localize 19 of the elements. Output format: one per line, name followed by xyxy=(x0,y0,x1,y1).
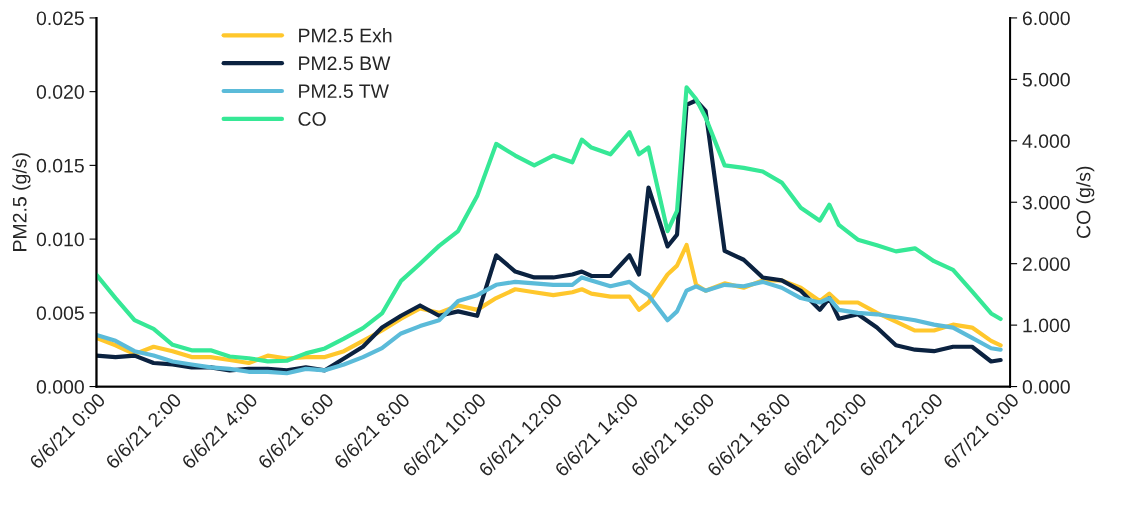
legend-label: PM2.5 Exh xyxy=(299,28,392,43)
y-tick-label: 0.020 xyxy=(36,85,84,99)
y2-tick-label: 3.000 xyxy=(1022,195,1070,210)
y-tick-label: 0.005 xyxy=(36,306,84,321)
legend-label: PM2.5 BW xyxy=(299,56,391,71)
y-tick-label: 0.025 xyxy=(36,11,84,26)
y2-tick-label: 6.000 xyxy=(1022,11,1070,26)
y-tick-label: 0.010 xyxy=(36,232,84,247)
y-axis-title: PM2.5 (g/s) xyxy=(12,153,31,251)
y2-tick-label: 2.000 xyxy=(1022,257,1070,271)
y2-tick-label: 0.000 xyxy=(1022,380,1070,394)
y2-tick-label: 4.000 xyxy=(1022,134,1070,149)
y2-tick-label: 1.000 xyxy=(1023,318,1070,333)
legend-label: CO xyxy=(298,112,326,126)
y-tick-label: 0.000 xyxy=(36,380,84,394)
y2-tick-label: 5.000 xyxy=(1022,72,1070,87)
y-tick-label: 0.015 xyxy=(36,158,84,173)
y2-axis-title: CO (g/s) xyxy=(1076,166,1095,238)
legend-label: PM2.5 TW xyxy=(299,84,389,99)
